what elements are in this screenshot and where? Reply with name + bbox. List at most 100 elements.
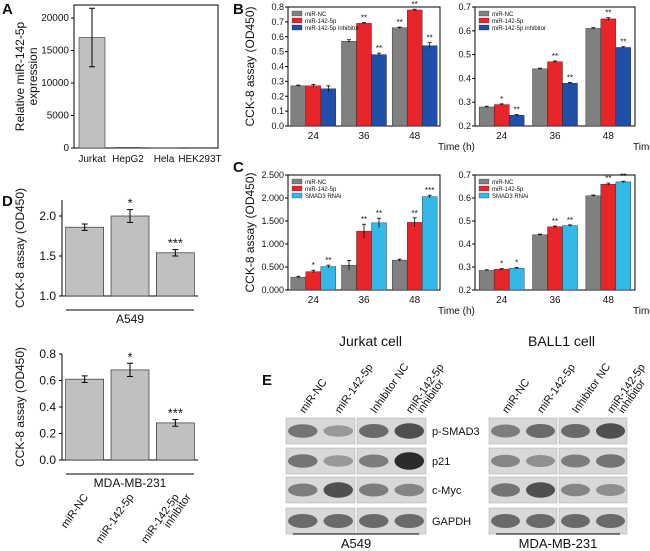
- bar-mir-142-5p: [356, 230, 372, 291]
- bar-mir-nc: [290, 276, 307, 291]
- x-tick-label: 24: [308, 131, 320, 142]
- y-tick-label: 10000: [41, 78, 69, 89]
- ball1-cell-label: BALL1 cell: [528, 333, 595, 349]
- y-tick-label: 5000: [47, 111, 70, 122]
- significance-mark: *: [500, 95, 503, 104]
- bar-smad3-rnai: [615, 181, 632, 291]
- blot-band: [323, 425, 353, 437]
- blot-lane-label: miR-NC: [297, 377, 329, 416]
- x-tick-label: 48: [409, 131, 421, 142]
- significance-mark: **: [397, 18, 403, 27]
- chart-a-expression: 0 5000 10000 15000 20000 Relative miR-142-5p e…: [13, 4, 222, 165]
- significance-mark: **: [605, 9, 611, 18]
- significance-mark: **: [605, 174, 611, 183]
- x-tick-label: Hela: [154, 154, 175, 165]
- bar-mir-nc: [585, 195, 602, 291]
- y-tick-label: 0.2: [458, 121, 471, 131]
- bar-mir-nc: [391, 27, 408, 127]
- blot-band: [491, 454, 520, 468]
- y-axis-title: CCK-8 assay (OD450): [13, 188, 27, 308]
- legend-label: miR-142-5p: [492, 187, 524, 193]
- significance-mark: **: [376, 209, 382, 218]
- blot-strip: [488, 447, 558, 475]
- bar-mir-142-5p: [547, 226, 563, 291]
- x-tick-label: 24: [496, 295, 508, 306]
- bar: [65, 378, 105, 461]
- blot-band: [491, 424, 520, 438]
- significance-mark: *: [127, 196, 132, 211]
- blot-band: [526, 424, 555, 438]
- x-tick-label: 36: [549, 295, 561, 306]
- blot-band: [526, 514, 555, 528]
- blot-band: [561, 454, 590, 468]
- y-axis-title: expression: [26, 47, 40, 105]
- significance-mark: *: [312, 261, 315, 270]
- bar: [155, 422, 195, 461]
- y-tick-label: 0.0: [271, 121, 284, 131]
- bar-mir-142-5p-inhibitor: [371, 54, 387, 127]
- bar-smad3-rnai: [508, 267, 525, 291]
- y-tick-label: 0.8: [39, 347, 56, 361]
- bar: [110, 215, 150, 297]
- blot-band: [394, 423, 424, 439]
- panel-label-d: D: [2, 193, 13, 210]
- y-tick-label: 0.3: [271, 76, 284, 86]
- y-tick-label: 1.500: [261, 216, 284, 226]
- y-tick-label: 0.4: [458, 73, 471, 83]
- y-axis-title: Relative miR-142-5p: [13, 21, 27, 131]
- y-tick-label: 0.6: [458, 26, 471, 36]
- blot-strip: [356, 476, 427, 504]
- legend-label: miR-142-5p inhibitor: [305, 26, 359, 32]
- y-tick-label: 20000: [41, 13, 69, 24]
- y-tick-label: 2.500: [261, 170, 284, 180]
- legend-swatch: [478, 185, 490, 192]
- bar-mir-142-5p-inhibitor: [562, 82, 578, 127]
- significance-mark: **: [552, 52, 558, 61]
- blot-band: [561, 514, 590, 528]
- blot-band: [491, 483, 520, 497]
- significance-mark: **: [552, 217, 558, 226]
- blot-band: [596, 423, 625, 439]
- x-tick-label: 36: [549, 131, 561, 142]
- bar: [110, 369, 150, 461]
- y-axis-title: CCK-8 assay (OD450): [243, 6, 257, 126]
- blot-band: [491, 514, 520, 528]
- y-tick-label: 1.000: [261, 239, 284, 249]
- significance-mark: *: [127, 349, 132, 364]
- y-tick-label: 0.000: [261, 285, 284, 295]
- legend-swatch: [478, 17, 490, 24]
- bar-mir-142-5p: [493, 104, 510, 127]
- bar-mir-142-5p-inhibitor: [320, 88, 337, 127]
- blot-band: [288, 454, 318, 468]
- bar: [65, 226, 105, 297]
- y-tick-label: 0.6: [458, 193, 471, 203]
- y-tick-label: 1.0: [39, 289, 56, 303]
- blot-band: [359, 514, 389, 528]
- bar-mir-nc: [290, 85, 307, 127]
- y-tick-label: 0.3: [458, 97, 471, 107]
- y-tick-label: 2.0: [39, 209, 56, 223]
- y-tick-label: 0.3: [458, 262, 471, 272]
- significance-mark: **: [620, 38, 626, 47]
- legend-swatch: [478, 178, 490, 185]
- significance-mark: **: [361, 215, 367, 224]
- significance-mark: **: [412, 209, 418, 218]
- bar-mir-142-5p-inhibitor: [421, 45, 438, 127]
- y-tick-label: 0.1: [271, 106, 284, 116]
- bar-mir-nc: [478, 106, 495, 127]
- blot-band: [288, 514, 318, 528]
- blot-band: [526, 482, 555, 498]
- legend-label: miR-NC: [305, 12, 327, 18]
- y-tick-label: 0.4: [458, 239, 471, 249]
- legend-swatch: [291, 17, 303, 24]
- legend-swatch: [478, 192, 490, 199]
- bar-mir-142-5p: [406, 222, 423, 291]
- legend-label: miR-NC: [492, 12, 514, 18]
- y-tick-label: 2.000: [261, 193, 284, 203]
- y-tick-label: 0.5: [458, 216, 471, 226]
- panel-label-a: A: [2, 1, 13, 18]
- blot-band: [596, 454, 625, 468]
- y-tick-label: 0.5: [458, 50, 471, 60]
